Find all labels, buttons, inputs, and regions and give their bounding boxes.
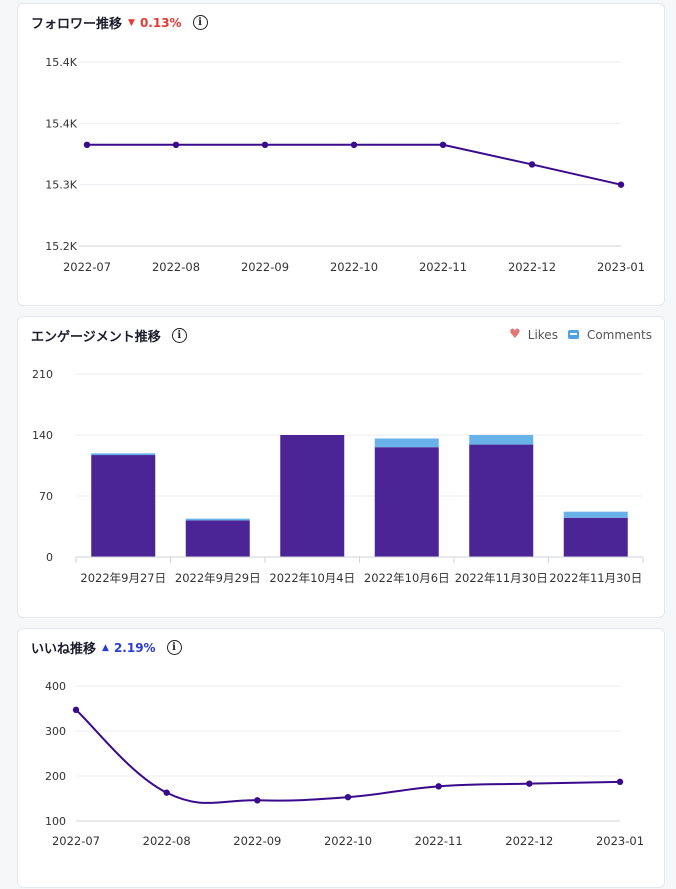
likes-card: いいね推移 ▲ 2.19% i 100 200 300 400 2022-07 2022-…: [17, 628, 665, 888]
likes-bar: [469, 444, 534, 557]
triangle-up-icon: ▲: [102, 642, 109, 653]
x-tick-label: 2022-08: [152, 260, 200, 274]
x-tick-label: 2022-12: [505, 834, 553, 848]
likes-title: いいね推移: [31, 642, 97, 657]
data-point: [616, 778, 624, 786]
engagement-legend: ♥ Likes Comments: [499, 327, 652, 342]
y-tick-label: 210: [32, 368, 53, 381]
followers-line-chart: 15.2K 15.3K 15.4K 15.4K 2022-07 2022-08 2022-0…: [45, 56, 645, 274]
info-icon[interactable]: i: [166, 640, 182, 655]
followers-card: フォロワー推移 ▼ 0.13% i 15.2K 15.3K 15.4K 15.4K 20…: [17, 3, 665, 306]
comments-bar: [91, 453, 156, 456]
y-tick-label: 140: [32, 429, 53, 442]
engagement-title: エンゲージメント推移: [31, 330, 161, 345]
data-point: [72, 706, 80, 714]
x-tick-label: 2022年10月6日: [364, 571, 450, 585]
y-tick-label: 100: [45, 815, 66, 828]
followers-change-value: 0.13%: [139, 15, 182, 30]
engagement-card: エンゲージメント推移 i ♥ Likes Comments 0 70 140 210 2…: [17, 316, 665, 618]
y-tick-label: 15.3K: [45, 179, 77, 192]
info-icon[interactable]: i: [192, 15, 208, 30]
comments-bar: [374, 438, 439, 448]
y-tick-label: 400: [45, 680, 66, 693]
data-point: [261, 141, 269, 148]
x-tick-label: 2022-09: [233, 834, 281, 848]
x-tick-label: 2022-10: [330, 260, 378, 274]
comments-bar: [563, 511, 628, 518]
data-point: [344, 793, 352, 801]
followers-series-line: [87, 143, 622, 186]
legend-comments[interactable]: Comments: [567, 327, 652, 342]
x-tick-label: 2022-10: [324, 834, 372, 848]
y-tick-label: 200: [45, 770, 66, 783]
legend-likes-label: Likes: [527, 327, 558, 342]
data-point: [526, 780, 533, 787]
y-tick-label: 15.2K: [45, 240, 77, 253]
y-tick-label: 70: [39, 490, 53, 503]
engagement-bar-chart: 0 70 140 210 2022年9月27日 2022年9月29日 2022年10月4日 2…: [32, 368, 644, 585]
triangle-down-icon: ▼: [128, 17, 135, 28]
x-tick-label: 2022-07: [63, 260, 111, 274]
likes-change-value: 2.19%: [113, 640, 156, 655]
legend-likes[interactable]: ♥ Likes: [509, 327, 558, 342]
x-tick-label: 2023-01: [596, 834, 644, 848]
likes-bar: [374, 447, 439, 557]
comments-bar: [469, 435, 534, 445]
data-point: [528, 161, 536, 168]
followers-header: フォロワー推移 ▼ 0.13% i: [31, 13, 208, 32]
likes-bar: [185, 520, 250, 557]
comment-icon: [567, 330, 579, 339]
x-tick-label: 2022年11月30日: [549, 571, 642, 585]
likes-bar: [280, 435, 345, 557]
x-tick-label: 2022-12: [508, 260, 556, 274]
y-tick-label: 15.4K: [45, 56, 77, 69]
x-tick-label: 2022年9月29日: [175, 571, 261, 585]
heart-icon: ♥: [509, 327, 521, 342]
likes-bar: [91, 455, 156, 557]
data-point: [254, 797, 261, 804]
x-tick-label: 2022-11: [419, 260, 467, 274]
engagement-header: エンゲージメント推移 i: [31, 326, 187, 345]
x-tick-label: 2022年10月4日: [269, 571, 355, 585]
likes-change: ▲ 2.19%: [102, 641, 156, 655]
x-tick-label: 2022-08: [143, 834, 191, 848]
x-tick-label: 2022-09: [241, 260, 289, 274]
x-tick-label: 2022年11月30日: [455, 571, 548, 585]
x-tick-label: 2022-11: [415, 834, 463, 848]
y-tick-label: 15.4K: [45, 117, 77, 130]
info-icon[interactable]: i: [171, 328, 187, 343]
y-tick-label: 300: [45, 725, 66, 738]
followers-title: フォロワー推移: [31, 17, 123, 32]
x-tick-label: 2022-07: [52, 834, 100, 848]
likes-header: いいね推移 ▲ 2.19% i: [31, 638, 182, 657]
data-point: [172, 141, 180, 148]
legend-comments-label: Comments: [586, 327, 652, 342]
likes-line-chart: 100 200 300 400 2022-07 2022-08 2022-09 2022-10…: [45, 680, 644, 848]
data-point: [163, 789, 170, 796]
data-point: [350, 141, 358, 148]
x-tick-label: 2022年9月27日: [80, 571, 166, 585]
data-point: [435, 783, 442, 790]
followers-change: ▼ 0.13%: [128, 16, 182, 30]
likes-series-line: [75, 709, 621, 804]
data-point: [83, 141, 91, 148]
likes-bar: [563, 517, 628, 557]
x-tick-label: 2023-01: [597, 260, 645, 274]
y-tick-label: 0: [46, 551, 53, 564]
comments-bar: [185, 518, 250, 521]
data-point: [617, 181, 625, 188]
data-point: [439, 141, 447, 148]
